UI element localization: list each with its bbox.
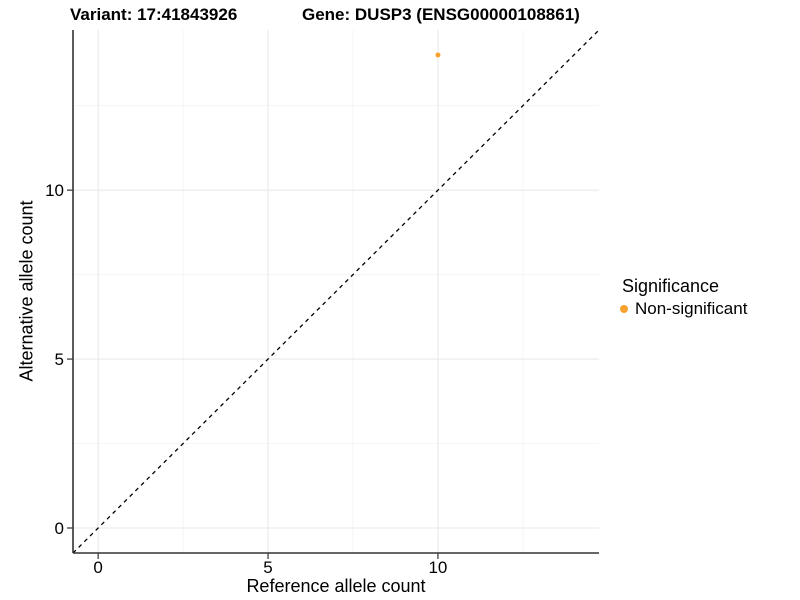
legend-title: Significance — [622, 276, 720, 296]
legend-item-label: Non-significant — [635, 299, 748, 318]
y-tick-label: 5 — [55, 350, 64, 369]
data-point — [435, 52, 441, 58]
legend-point-icon — [620, 305, 628, 313]
x-axis-title: Reference allele count — [246, 576, 426, 596]
plot-title-gene: Gene: DUSP3 (ENSG00000108861) — [302, 5, 580, 24]
x-tick-label: 10 — [428, 558, 447, 577]
plot-title-variant: Variant: 17:41843926 — [70, 5, 238, 24]
legend-item-non-significant: Non-significant — [620, 299, 747, 319]
y-axis-title: Alternative allele count — [16, 200, 37, 382]
y-tick-label: 0 — [55, 519, 64, 538]
identity-line — [72, 29, 600, 554]
x-tick-label: 5 — [263, 558, 272, 577]
legend: Significance Non-significant — [620, 276, 747, 319]
y-tick-label: 10 — [45, 181, 64, 200]
x-tick-label: 0 — [93, 558, 102, 577]
